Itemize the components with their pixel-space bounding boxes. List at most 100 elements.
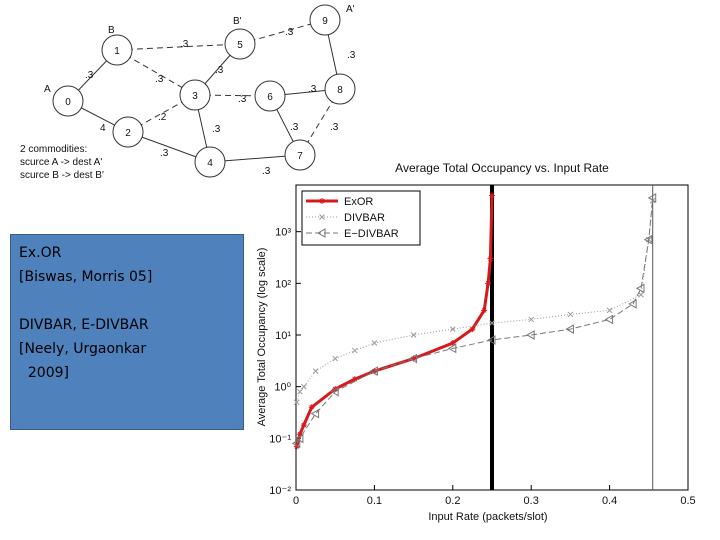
y-tick-label: 10⁻¹ (269, 433, 291, 445)
marker (485, 280, 492, 287)
marker (291, 438, 301, 449)
series-line (296, 200, 654, 403)
marker (351, 376, 358, 383)
text-line: DIVBAR, E-DIVBAR (19, 317, 149, 333)
edge (116, 43, 241, 51)
x-axis-label: Input Rate (packets/slot) (428, 511, 547, 523)
x-tick-label: 0.4 (602, 495, 617, 507)
caption: scurce A -> dest A' (20, 157, 102, 168)
marker (565, 324, 574, 334)
node (224, 28, 256, 60)
edge-label: .3 (180, 39, 189, 50)
marker (351, 347, 358, 354)
node (52, 85, 84, 117)
y-axis-label: Average Total Occupancy (log scale) (256, 248, 268, 427)
marker (528, 316, 535, 323)
caption: scurce B -> dest B' (20, 170, 104, 181)
marker (312, 368, 319, 374)
node (254, 80, 286, 112)
edge-label: .3 (155, 74, 164, 85)
marker (332, 355, 339, 362)
text-line: Ex.OR (19, 245, 62, 261)
edge-label: .3 (347, 50, 356, 61)
x-tick-label: 0 (293, 495, 299, 507)
node (194, 146, 226, 178)
legend-label: ExOR (344, 196, 373, 208)
legend-label: E−DIVBAR (344, 228, 399, 240)
node-label: 0 (65, 97, 71, 108)
node-label: 5 (237, 40, 243, 51)
edge-label: .3 (330, 122, 339, 133)
node (284, 139, 316, 171)
marker (449, 326, 456, 332)
node-label: 6 (267, 92, 273, 103)
edge-label: .3 (308, 84, 317, 95)
chart-title: Average Total Occupancy vs. Input Rate (395, 161, 609, 175)
node (179, 79, 211, 111)
edge-label: .3 (285, 27, 294, 38)
marker (487, 255, 494, 262)
marker (293, 399, 300, 406)
y-tick-label: 10³ (275, 227, 291, 239)
marker (310, 408, 320, 419)
node-label: 9 (322, 16, 328, 27)
marker (486, 335, 496, 345)
marker (481, 307, 488, 314)
marker (643, 234, 653, 245)
x-tick-label: 0.1 (367, 495, 382, 507)
marker (635, 283, 645, 294)
marker (294, 433, 304, 444)
marker (316, 228, 326, 238)
node-label: 3 (192, 91, 198, 102)
marker (628, 299, 637, 309)
text-box: Ex.OR [Biswas, Morris 05] DIVBAR, E-DIVBAR… (10, 234, 244, 430)
marker (604, 314, 614, 325)
series-line (296, 197, 654, 444)
marker (300, 422, 307, 429)
node-label: 7 (297, 151, 303, 162)
node (324, 73, 356, 105)
marker (447, 343, 457, 354)
edge-label: .3 (215, 65, 224, 76)
marker (567, 311, 574, 318)
marker (297, 388, 303, 395)
edge-label: .3 (160, 148, 169, 159)
marker (371, 340, 378, 346)
marker (469, 326, 476, 333)
text-line: [Neely, Urgaonkar (19, 341, 147, 357)
y-tick-label: 10¹ (275, 330, 291, 342)
node-tag: A (44, 84, 51, 95)
edge-label: .2 (158, 112, 167, 123)
marker (489, 320, 495, 326)
node-label: 2 (125, 128, 131, 139)
marker (408, 353, 418, 364)
node-label: 1 (114, 46, 120, 57)
node-label: 4 (207, 158, 213, 169)
marker (638, 291, 644, 298)
caption: 2 commodities: (20, 144, 87, 155)
marker (647, 193, 657, 203)
marker (330, 386, 339, 397)
y-tick-label: 10⁰ (274, 382, 291, 394)
node (309, 4, 341, 36)
edge-label: .3 (262, 166, 271, 177)
marker (308, 404, 315, 411)
marker (606, 307, 613, 314)
node-tag: A' (346, 4, 355, 15)
legend-label: DIVBAR (344, 212, 385, 224)
marker (293, 443, 300, 450)
node (101, 34, 133, 66)
marker (410, 332, 417, 338)
y-tick-label: 10² (275, 278, 291, 290)
marker (319, 214, 325, 220)
marker (300, 383, 307, 390)
marker (319, 198, 325, 204)
text-line: [Biswas, Morris 05] (19, 269, 153, 285)
node-label: 8 (337, 85, 343, 96)
y-tick-label: 10⁻² (269, 485, 291, 497)
edge-label: .3 (290, 122, 299, 133)
edge-label: .3 (238, 94, 247, 105)
edge-label: .3 (85, 70, 94, 81)
marker (489, 192, 495, 199)
